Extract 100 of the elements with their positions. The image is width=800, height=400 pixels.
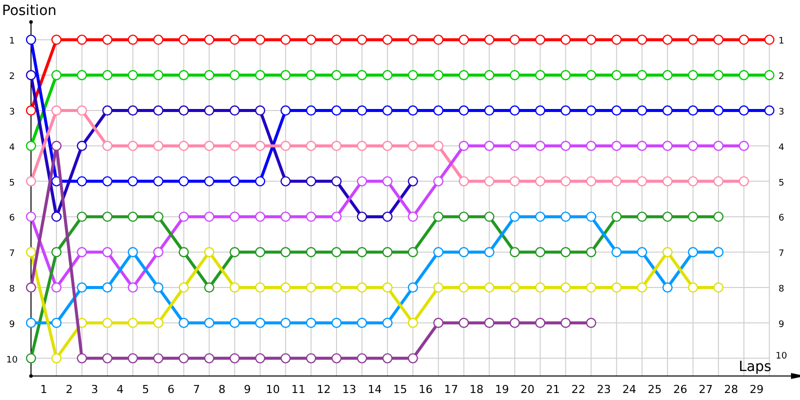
point xyxy=(433,282,444,293)
point xyxy=(662,176,673,186)
point xyxy=(204,353,214,364)
point xyxy=(255,70,266,80)
x-tick-label: 5 xyxy=(142,383,150,396)
point xyxy=(306,212,316,222)
x-tick-label: 23 xyxy=(596,383,611,396)
point xyxy=(611,34,622,45)
point xyxy=(306,34,316,45)
point xyxy=(713,105,724,116)
point xyxy=(76,105,88,116)
point xyxy=(586,176,596,186)
point xyxy=(280,212,291,222)
point xyxy=(458,105,469,116)
x-tick-label: 19 xyxy=(495,383,510,396)
point xyxy=(382,176,393,186)
point xyxy=(433,176,444,186)
point xyxy=(382,140,393,151)
point xyxy=(128,282,138,293)
point xyxy=(230,353,240,364)
y2-tick-label: 6 xyxy=(778,214,784,224)
point xyxy=(153,353,164,364)
point xyxy=(356,282,368,293)
point xyxy=(26,105,36,116)
point xyxy=(255,318,266,328)
point xyxy=(76,70,88,80)
point xyxy=(280,176,291,186)
point xyxy=(636,34,648,45)
y-tick-label: 10 xyxy=(6,355,18,366)
point xyxy=(255,247,266,258)
point xyxy=(713,282,724,293)
point xyxy=(102,247,112,258)
point xyxy=(713,247,724,258)
point xyxy=(178,34,189,45)
point xyxy=(458,282,469,293)
x-tick-label: 13 xyxy=(342,383,356,396)
point xyxy=(204,247,214,258)
point xyxy=(26,282,36,293)
point xyxy=(178,212,189,222)
point xyxy=(280,282,291,293)
point xyxy=(280,140,291,151)
x-tick-label: 27 xyxy=(698,383,713,396)
point xyxy=(408,34,418,45)
point xyxy=(331,318,342,328)
point xyxy=(356,105,368,116)
point xyxy=(204,176,214,186)
y2-tick-label: 2 xyxy=(778,72,784,82)
x-tick-label: 25 xyxy=(648,383,662,396)
point xyxy=(382,70,393,80)
point xyxy=(433,140,444,151)
point xyxy=(51,247,62,258)
point xyxy=(153,105,164,116)
point xyxy=(204,105,214,116)
y2-tick-label: 5 xyxy=(778,178,784,188)
point xyxy=(688,34,698,45)
x-tick-label: 29 xyxy=(750,383,764,396)
point xyxy=(51,318,62,328)
point xyxy=(153,318,164,328)
point xyxy=(611,247,622,258)
point xyxy=(636,176,648,186)
point xyxy=(458,34,469,45)
point xyxy=(178,353,189,364)
point xyxy=(611,282,622,293)
point xyxy=(764,105,774,116)
point xyxy=(26,140,36,151)
point xyxy=(102,318,112,328)
x-tick-label: 22 xyxy=(571,383,586,396)
point xyxy=(688,105,698,116)
point xyxy=(128,212,138,222)
point xyxy=(688,176,698,186)
point xyxy=(26,353,36,364)
point xyxy=(331,105,342,116)
point xyxy=(484,105,494,116)
point xyxy=(255,105,266,116)
point xyxy=(764,70,774,80)
point xyxy=(51,282,62,293)
point xyxy=(764,34,774,45)
point xyxy=(356,318,368,328)
y2-tick-label: 4 xyxy=(778,142,784,153)
point xyxy=(688,70,698,80)
point xyxy=(280,70,291,80)
point xyxy=(636,212,648,222)
point xyxy=(128,140,138,151)
point xyxy=(26,34,36,45)
y2-tick-label: 1 xyxy=(778,36,784,47)
point xyxy=(586,34,596,45)
x-tick-label: 15 xyxy=(393,383,408,396)
point xyxy=(255,353,266,364)
x-tick-label: 21 xyxy=(546,383,560,396)
point xyxy=(586,318,596,328)
point xyxy=(662,212,673,222)
point xyxy=(713,140,724,151)
y-tick-label: 5 xyxy=(9,178,15,188)
point xyxy=(280,105,291,116)
x-tick-label: 18 xyxy=(470,383,484,396)
point xyxy=(26,176,36,186)
point xyxy=(178,318,189,328)
point xyxy=(230,105,240,116)
point xyxy=(128,176,138,186)
point xyxy=(408,282,418,293)
